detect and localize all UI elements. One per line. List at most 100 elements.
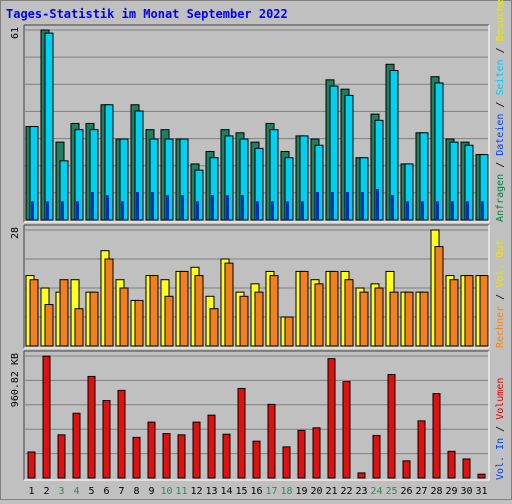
legend-entry: Rechner	[495, 306, 506, 348]
x-tick-label: 16	[250, 486, 262, 497]
legend-entry: /	[495, 156, 506, 174]
x-tick-label: 27	[415, 486, 427, 497]
bar-volumen-day-3	[57, 434, 66, 479]
y-max-label: 960.82 KB	[10, 353, 21, 407]
x-tick-label: 18	[280, 486, 292, 497]
bar-volumen-day-12	[192, 421, 201, 479]
legend-label-volume: Vol. In / Volumen	[495, 378, 506, 480]
bar-seiten-day-6	[106, 195, 109, 220]
bar-rechner-day-22	[344, 279, 354, 347]
x-tick-label: 2	[43, 486, 49, 497]
bar-rechner-day-5	[89, 291, 99, 347]
bar-seiten-day-21	[331, 191, 334, 220]
x-tick-label: 14	[220, 486, 232, 497]
bar-seiten-day-18	[286, 201, 289, 220]
legend-entry: /	[495, 288, 506, 306]
legend-entry: Vol. In	[495, 438, 506, 480]
bar-rechner-day-9	[149, 275, 159, 347]
bar-seiten-day-2	[46, 201, 49, 220]
x-tick-label: 23	[355, 486, 367, 497]
bar-volumen-day-19	[297, 429, 306, 479]
bar-volumen-day-21	[327, 358, 336, 479]
bar-seiten-day-12	[196, 201, 199, 220]
bar-seiten-day-14	[226, 195, 229, 220]
bar-volumen-day-4	[72, 412, 81, 479]
bar-rechner-day-4	[74, 308, 84, 347]
bar-rechner-day-17	[269, 275, 279, 347]
bar-rechner-day-21	[329, 270, 339, 347]
x-tick-label: 21	[325, 486, 337, 497]
legend-entry: /	[495, 41, 506, 59]
bar-volumen-day-16	[252, 440, 261, 479]
x-tick-label: 25	[385, 486, 397, 497]
bar-seiten-day-5	[91, 191, 94, 220]
bar-rechner-day-11	[179, 270, 189, 347]
bar-rechner-day-26	[404, 291, 414, 347]
x-tick-label: 7	[118, 486, 124, 497]
bar-seiten-day-24	[376, 188, 379, 220]
legend-entry: /	[495, 96, 506, 114]
bar-rechner-day-13	[209, 308, 219, 347]
bar-volumen-day-9	[147, 421, 156, 479]
bar-volumen-day-13	[207, 414, 216, 479]
bar-seiten-day-10	[166, 195, 169, 220]
bar-rechner-day-29	[449, 279, 459, 347]
bar-rechner-day-15	[239, 295, 249, 347]
y-max-label: 61	[10, 27, 21, 39]
bar-volumen-day-10	[162, 433, 171, 479]
bar-rechner-day-19	[299, 270, 309, 347]
legend-entry: Seiten	[495, 59, 506, 95]
bar-volumen-day-28	[432, 393, 441, 479]
bar-seiten-day-22	[346, 191, 349, 220]
bar-volumen-day-25	[387, 374, 396, 479]
x-tick-label: 24	[370, 486, 382, 497]
bar-seiten-day-23	[361, 191, 364, 220]
bar-seiten-day-19	[301, 201, 304, 220]
x-tick-label: 26	[400, 486, 412, 497]
legend-entry: Volumen	[495, 378, 506, 420]
bar-rechner-day-7	[119, 287, 129, 347]
bar-seiten-day-20	[316, 191, 319, 220]
bar-volumen-day-26	[402, 460, 411, 479]
bar-seiten-day-15	[241, 195, 244, 220]
y-max-label: 28	[10, 227, 21, 239]
bar-seiten-day-30	[466, 201, 469, 220]
x-tick-label: 8	[133, 486, 139, 497]
bar-rechner-day-8	[134, 299, 144, 347]
x-tick-label: 22	[340, 486, 352, 497]
x-tick-label: 10	[160, 486, 172, 497]
bar-volumen-day-30	[462, 458, 471, 479]
bar-volumen-day-31	[477, 473, 486, 479]
x-tick-label: 6	[103, 486, 109, 497]
x-tick-label: 15	[235, 486, 247, 497]
x-tick-label: 30	[460, 486, 472, 497]
x-tick-label: 13	[205, 486, 217, 497]
bar-seiten-day-26	[406, 201, 409, 220]
legend-label-requests: Anfragen / Dateien / Seiten / Besuche	[495, 0, 506, 222]
bar-seiten-day-11	[181, 195, 184, 220]
bar-volumen-day-6	[102, 400, 111, 479]
bar-seiten-day-31	[481, 201, 484, 220]
bar-seiten-day-25	[391, 195, 394, 220]
bar-rechner-day-30	[464, 275, 474, 347]
x-tick-label: 3	[58, 486, 64, 497]
bar-volumen-day-24	[372, 434, 381, 479]
x-tick-label: 17	[265, 486, 277, 497]
bar-dateien-day-2	[44, 32, 54, 221]
x-tick-label: 9	[148, 486, 154, 497]
bar-volumen-day-7	[117, 389, 126, 479]
bar-seiten-day-7	[121, 201, 124, 220]
bar-volumen-day-2	[42, 355, 51, 479]
x-tick-label: 19	[295, 486, 307, 497]
bar-seiten-day-8	[136, 191, 139, 220]
bar-rechner-day-28	[434, 246, 444, 347]
bar-volumen-day-29	[447, 450, 456, 479]
bar-rechner-day-2	[44, 304, 54, 347]
bar-rechner-day-27	[419, 291, 429, 347]
bar-volumen-day-23	[357, 472, 366, 479]
bar-rechner-day-14	[224, 262, 234, 347]
bar-volumen-day-18	[282, 446, 291, 479]
bar-volumen-day-15	[237, 387, 246, 479]
bar-seiten-day-9	[151, 191, 154, 220]
